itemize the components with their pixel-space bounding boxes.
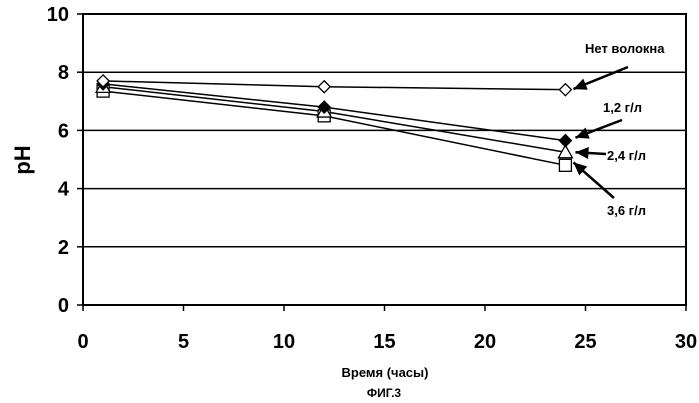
series-line — [103, 80, 566, 91]
series-callout-label: 3,6 г/л — [607, 203, 646, 218]
x-tick-label: 0 — [77, 331, 88, 353]
series-point-diamond — [317, 79, 332, 94]
callout-arrow-head — [575, 127, 590, 139]
series-callout-label: Нет волокна — [585, 41, 665, 56]
x-tick-label: 25 — [574, 331, 596, 353]
x-tick-label: 20 — [474, 331, 496, 353]
plot-frame — [82, 13, 687, 306]
figure-caption: ФИГ.3 — [367, 386, 402, 400]
series-point-diamond — [558, 133, 573, 148]
x-axis-title: Время (часы) — [342, 365, 429, 380]
x-tick-labels: 0 5 10 15 20 25 30 — [77, 331, 697, 353]
x-tick-label: 10 — [273, 331, 295, 353]
y-tick-label: 10 — [47, 4, 69, 26]
axes — [77, 13, 687, 311]
y-tick-labels: 0 2 4 6 8 10 — [47, 4, 70, 317]
series-point-diamond — [317, 100, 332, 115]
callout-arrow-head — [575, 146, 589, 159]
y-tick-label: 8 — [58, 62, 69, 84]
y-tick-label: 4 — [58, 179, 70, 201]
y-tick-label: 0 — [58, 295, 69, 317]
y-axis-title: pH — [10, 145, 35, 174]
y-tick-label: 6 — [58, 120, 69, 142]
x-tick-label: 30 — [675, 331, 697, 353]
series-point-diamond — [96, 74, 111, 88]
series-point-triangle — [557, 143, 574, 159]
series-callout-label: 1,2 г/л — [603, 100, 642, 115]
series-line — [103, 90, 566, 167]
callout-arrow-head — [573, 78, 588, 90]
series-callouts: Нет волокна 1,2 г/л 2,4 г/л 3,6 г/л — [572, 41, 665, 218]
series-point-square — [558, 158, 573, 172]
series-line — [103, 86, 566, 153]
series-lines — [94, 74, 574, 172]
y-tick-label: 2 — [58, 237, 69, 259]
x-tick-label: 15 — [373, 331, 395, 353]
x-tick-label: 5 — [178, 331, 189, 353]
series-callout-label: 2,4 г/л — [607, 148, 646, 163]
series-point-diamond — [558, 82, 573, 97]
series-line — [103, 83, 566, 142]
callout-arrow-head — [573, 162, 588, 176]
